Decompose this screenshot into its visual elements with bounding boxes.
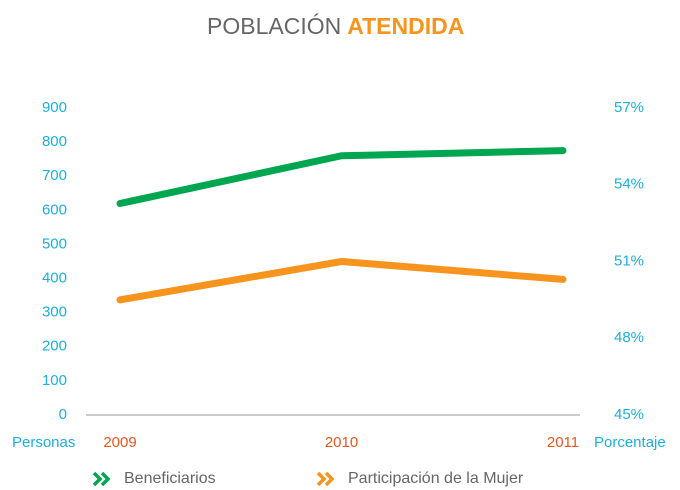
y2-tick-label: 54% bbox=[614, 176, 644, 193]
y-tick-label: 700 bbox=[42, 167, 67, 184]
legend-icon bbox=[324, 471, 335, 487]
x-tick-label: 2009 bbox=[103, 434, 136, 451]
x-tick-label: 2011 bbox=[547, 434, 579, 451]
y-tick-label: 600 bbox=[42, 201, 67, 218]
y2-tick-label: 57% bbox=[614, 99, 644, 116]
legend-label: Participación de la Mujer bbox=[348, 470, 524, 487]
legend-icon bbox=[316, 471, 327, 487]
y2-tick-label: 48% bbox=[614, 329, 644, 346]
y2-tick-label: 51% bbox=[614, 252, 644, 269]
y-tick-label: 900 bbox=[42, 99, 67, 116]
legend-icon bbox=[100, 471, 111, 487]
y-tick-label: 400 bbox=[42, 270, 67, 287]
title-highlight: ATENDIDA bbox=[347, 13, 464, 39]
y-tick-label: 500 bbox=[42, 235, 67, 252]
y-axis-label: Personas bbox=[12, 434, 75, 451]
y2-axis-label: Porcentaje bbox=[594, 434, 666, 451]
y-tick-label: 200 bbox=[42, 338, 67, 355]
y2-tick-label: 45% bbox=[614, 406, 644, 423]
title-text: POBLACIÓN bbox=[207, 13, 341, 39]
chart-title: POBLACIÓN ATENDIDA bbox=[207, 13, 464, 39]
legend-icon bbox=[92, 471, 103, 487]
series-line bbox=[116, 147, 567, 208]
y-tick-label: 100 bbox=[42, 372, 67, 389]
x-tick-label: 2010 bbox=[325, 434, 358, 451]
y-tick-label: 800 bbox=[42, 133, 67, 150]
series-line bbox=[116, 258, 567, 304]
y-tick-label: 0 bbox=[59, 406, 67, 423]
y-tick-label: 300 bbox=[42, 304, 67, 321]
legend-label: Beneficiarios bbox=[124, 470, 216, 487]
